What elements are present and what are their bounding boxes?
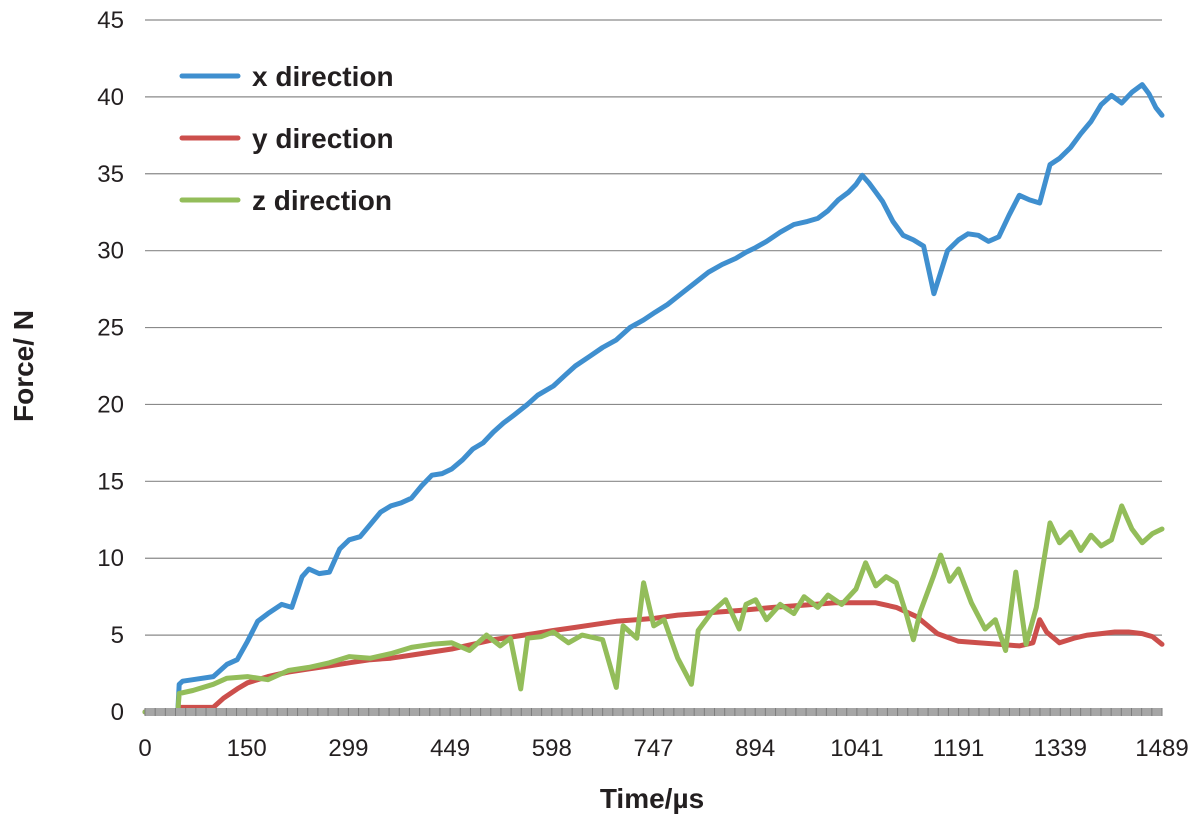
x-tick-label: 150 [227,735,267,762]
x-tick-label: 598 [532,735,572,762]
x-tick-label: 1041 [830,735,883,762]
x-tick-label: 747 [633,735,673,762]
y-tick-label: 40 [97,84,124,111]
legend-label: x direction [252,61,394,92]
y-tick-label: 5 [111,622,124,649]
legend-label: y direction [252,123,394,154]
y-axis-label: Force/ N [8,310,39,422]
y-tick-label: 25 [97,315,124,342]
x-tick-label: 1489 [1135,735,1188,762]
x-axis [144,708,1163,716]
x-tick-label: 1191 [933,735,985,762]
horizontal-gridlines [145,19,1162,636]
x-tick-label: 0 [138,735,151,762]
x-tick-labels: 0 150 299 449 598 747 894 1041 1191 1339 1489 [138,735,1188,762]
y-tick-labels: 0 5 10 15 20 25 30 35 40 45 [97,7,124,726]
series-line-1 [142,82,1165,715]
y-tick-label: 45 [97,7,124,34]
legend: x direction y direction z direction [179,61,394,216]
y-tick-label: 35 [97,161,124,188]
y-tick-label: 30 [97,238,124,265]
series-lines [142,82,1165,715]
y-tick-label: 15 [97,468,124,495]
x-axis-label: Time/µs [600,783,704,814]
series-line-3 [142,503,1165,715]
y-tick-label: 10 [97,545,124,572]
x-tick-label: 1339 [1034,735,1087,762]
x-tick-label: 894 [735,735,775,762]
x-tick-label: 299 [328,735,368,762]
y-tick-label: 0 [111,699,124,726]
legend-label: z direction [252,185,392,216]
x-tick-label: 449 [430,735,470,762]
y-tick-label: 20 [97,391,124,418]
x-axis-minor-ticks [144,708,1163,716]
